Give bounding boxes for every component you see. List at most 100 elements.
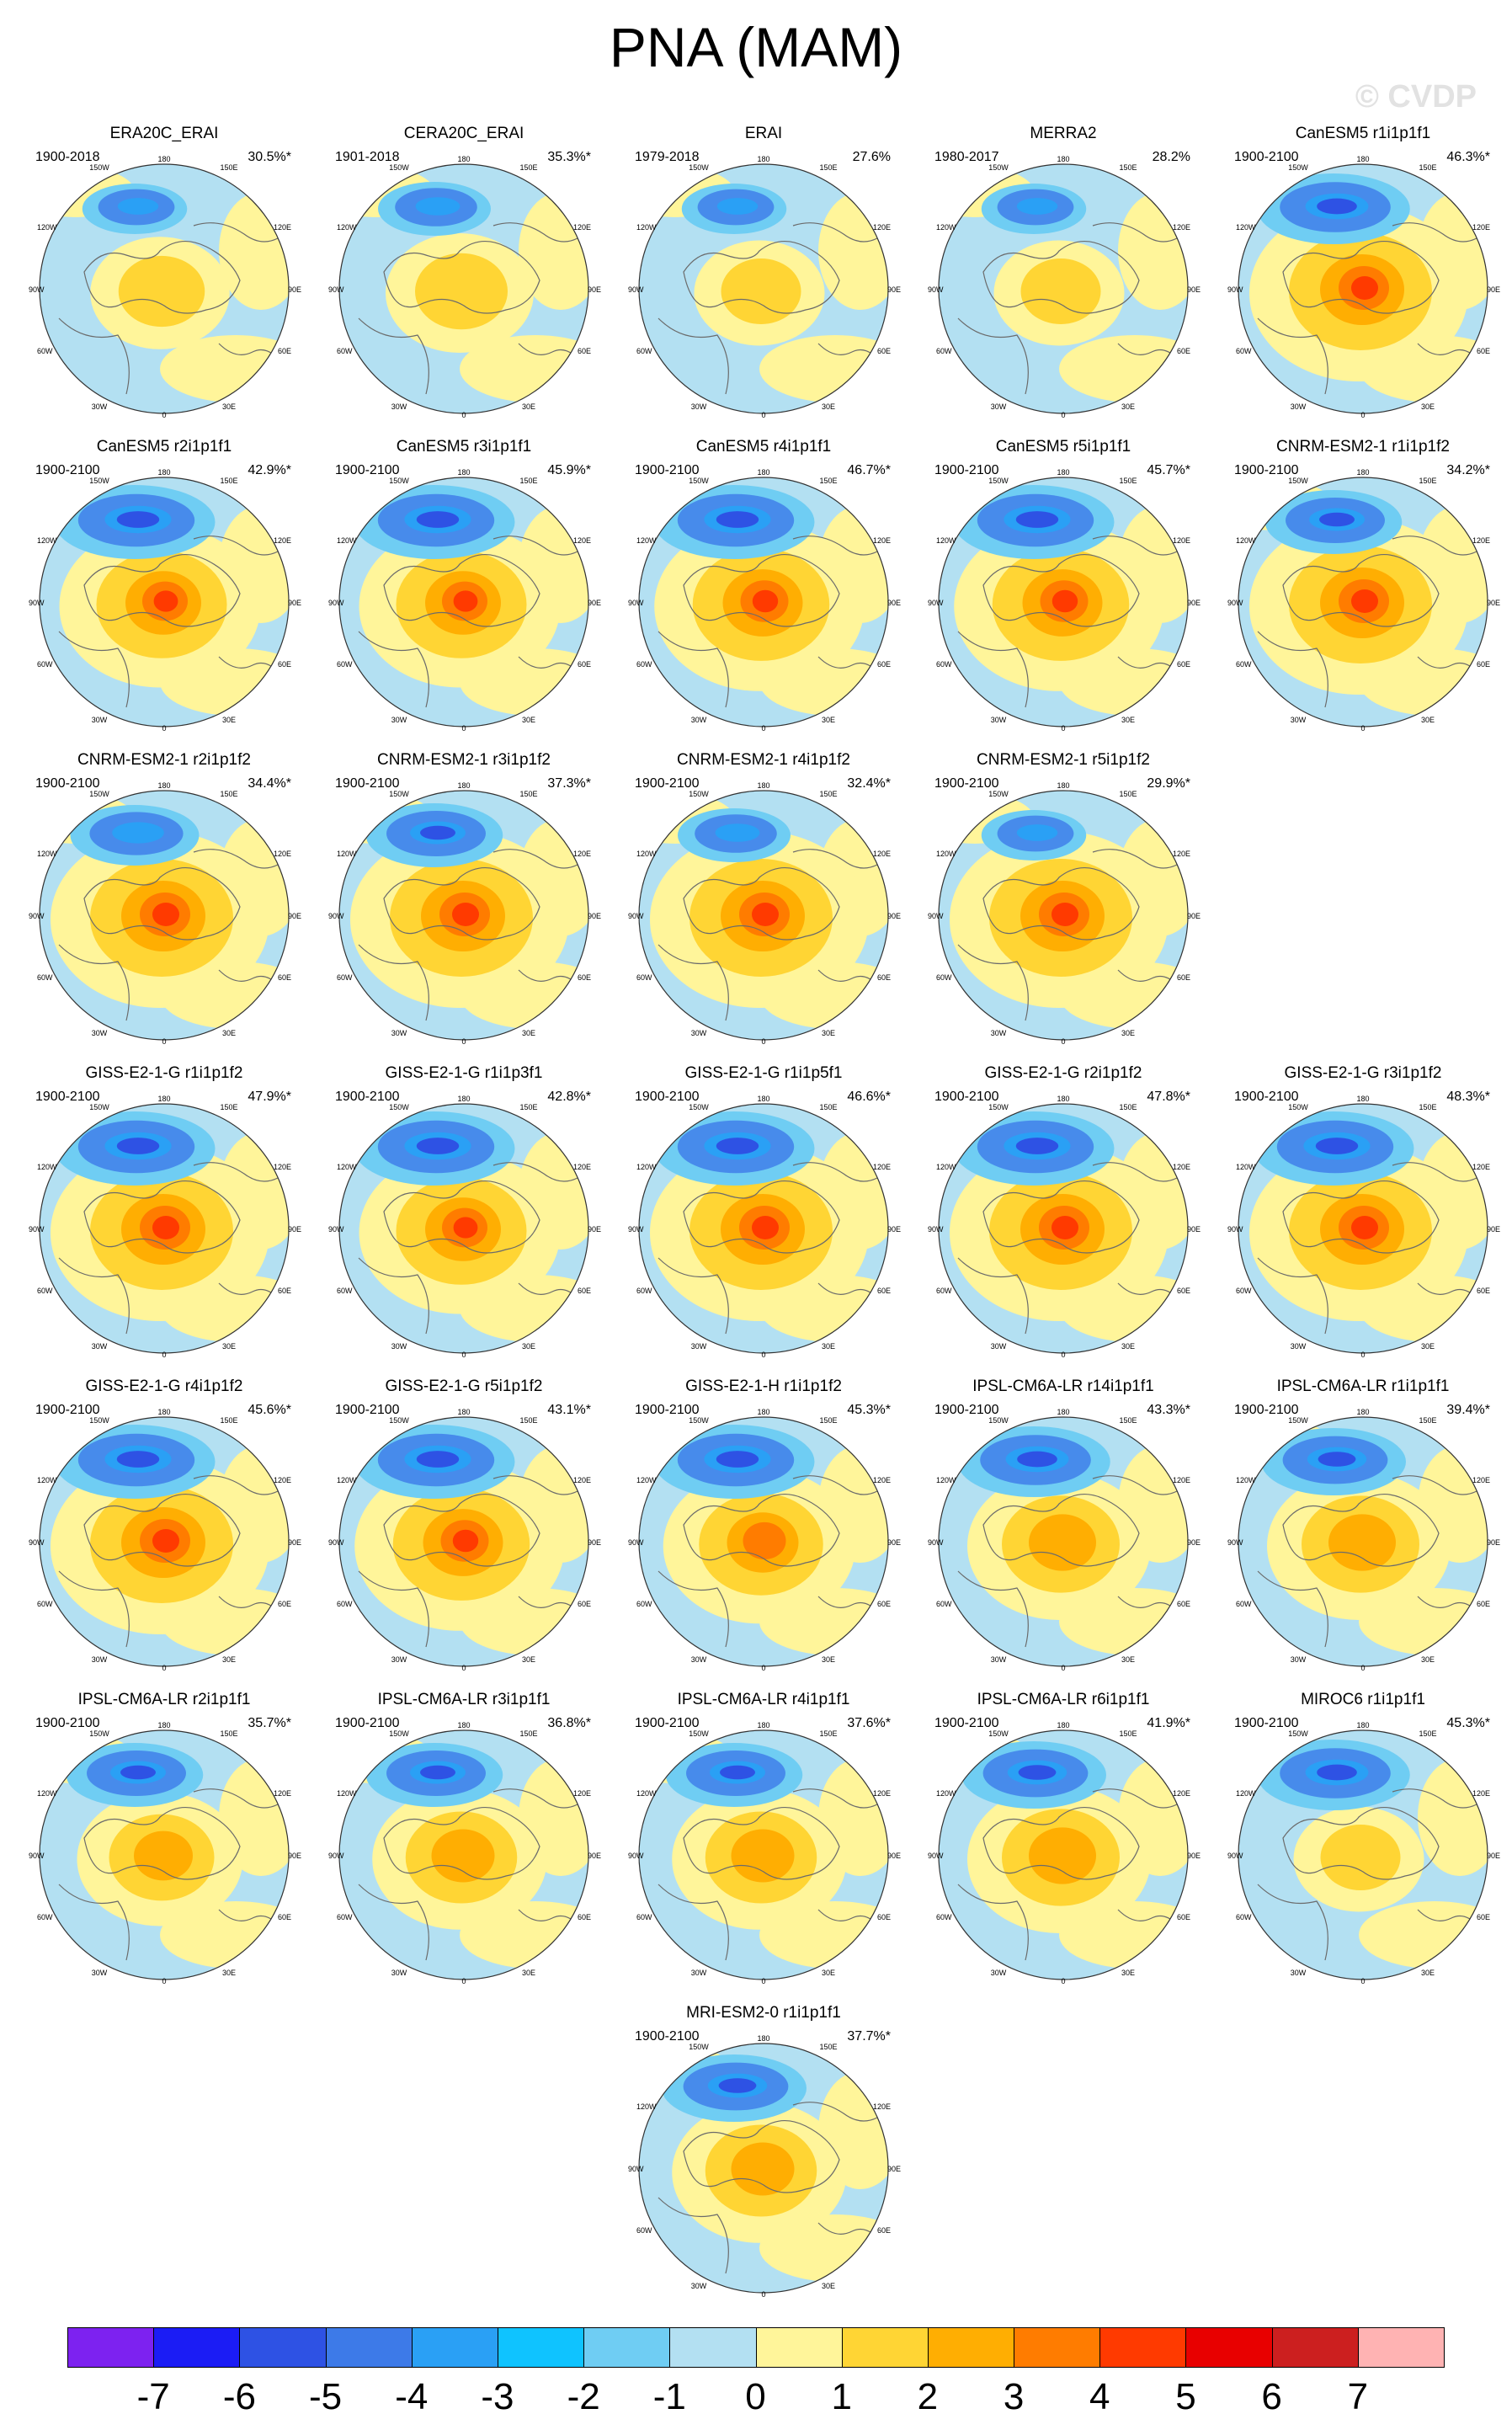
map-panel: GISS-E2-1-G r1i1p3f1 1900-2100 42.8%* 180 15…: [325, 1064, 603, 1359]
longitude-label: 120W: [337, 1789, 357, 1798]
polar-map: 180 150W 150E 120W 120E 90W 90E 60W 60E 30W 30E 0: [328, 1408, 601, 1672]
longitude-label: 150W: [389, 477, 409, 485]
negative-contour: [1017, 1451, 1057, 1468]
longitude-label: 120E: [1173, 536, 1190, 545]
polar-map: 180 150W 150E 120W 120E 90W 90E 60W 60E 30W 30E 0: [29, 468, 301, 733]
positive-contour: [752, 903, 779, 926]
longitude-label: 90E: [288, 285, 301, 294]
negative-contour: [112, 822, 164, 844]
longitude-label: 180: [1356, 1721, 1369, 1729]
longitude-label: 60W: [337, 1600, 353, 1608]
longitude-label: 180: [1057, 468, 1069, 477]
longitude-label: 150W: [1288, 1416, 1308, 1425]
coastline: [193, 1475, 279, 1495]
longitude-label: 30E: [1121, 1969, 1135, 1977]
longitude-label: 120E: [573, 1476, 591, 1484]
longitude-label: 90W: [29, 1538, 45, 1547]
colorbar-swatch: [841, 2327, 929, 2368]
longitude-label: 30E: [522, 1969, 535, 1977]
panel-variance-percent: 29.9%*: [1147, 776, 1190, 791]
longitude-label: 120E: [873, 1163, 891, 1171]
longitude-label: 90E: [588, 599, 601, 607]
colorbar-tick-label: 4: [1089, 2376, 1110, 2417]
polar-map: 180 150W 150E 120W 120E 90W 90E 60W 60E 30W 30E 0: [29, 1408, 301, 1672]
panel-title: IPSL-CM6A-LR r6i1p1f1: [977, 1691, 1150, 1708]
coastline: [982, 554, 1140, 627]
longitude-label: 30W: [391, 716, 407, 724]
longitude-label: 150W: [689, 163, 709, 172]
coastline: [1282, 1494, 1440, 1567]
longitude-label: 0: [162, 411, 166, 419]
longitude-label: 0: [1360, 724, 1365, 733]
coastline: [58, 631, 130, 708]
longitude-label: 120W: [636, 1476, 657, 1484]
longitude-label: 60W: [936, 660, 952, 669]
longitude-label: 90E: [1187, 599, 1201, 607]
panel-period: 1900-2100: [934, 463, 999, 477]
longitude-label: 30E: [222, 402, 236, 411]
longitude-label: 60W: [337, 1287, 353, 1295]
longitude-label: 120E: [1472, 223, 1490, 232]
longitude-label: 30E: [1421, 1969, 1435, 1977]
longitude-label: 0: [461, 724, 466, 733]
coastline: [1257, 1257, 1328, 1335]
panel-variance-percent: 45.6%*: [248, 1403, 291, 1417]
longitude-label: 60E: [1177, 660, 1190, 669]
panel-period: 1900-2100: [1234, 463, 1299, 477]
longitude-label: 90E: [288, 1225, 301, 1234]
map-border: [938, 1729, 1189, 1980]
longitude-label: 150E: [1119, 477, 1137, 485]
map-panel: IPSL-CM6A-LR r3i1p1f1 1900-2100 36.8%* 180 1…: [325, 1691, 603, 1985]
longitude-label: 0: [1360, 1664, 1365, 1672]
panel-variance-percent: 46.6%*: [847, 1090, 891, 1104]
longitude-label: 180: [757, 155, 769, 163]
negative-contour: [120, 1765, 156, 1780]
coastline: [683, 554, 840, 627]
coastline: [658, 1884, 729, 1961]
longitude-label: 60E: [278, 1287, 291, 1295]
longitude-label: 30E: [1121, 1029, 1135, 1037]
longitude-label: 0: [761, 411, 765, 419]
longitude-label: 30W: [92, 402, 108, 411]
longitude-label: 30E: [1121, 402, 1135, 411]
panel-variance-percent: 34.2%*: [1446, 463, 1490, 477]
coastline: [83, 1807, 241, 1880]
map-panel: CNRM-ESM2-1 r2i1p1f2 1900-2100 34.4%* 180 15…: [25, 751, 303, 1046]
map-panel: GISS-E2-1-H r1i1p1f2 1900-2100 45.3%* 180 15…: [625, 1378, 902, 1672]
longitude-label: 0: [761, 1977, 765, 1985]
longitude-label: 150E: [220, 790, 237, 798]
longitude-label: 150E: [519, 163, 537, 172]
map-border: [1238, 1416, 1488, 1667]
longitude-label: 60E: [278, 1600, 291, 1608]
panel-period: 1900-2100: [1234, 1716, 1299, 1730]
longitude-label: 90W: [928, 1852, 944, 1860]
longitude-label: 60E: [877, 1913, 891, 1921]
longitude-label: 90W: [29, 285, 45, 294]
map-field: [339, 1730, 588, 1980]
panel-title: GISS-E2-1-G r5i1p1f2: [385, 1378, 543, 1395]
positive-contour: [731, 1829, 795, 1883]
longitude-label: 180: [1057, 1095, 1069, 1103]
map-panel: CanESM5 r1i1p1f1 1900-2100 46.3%* 180 150W 15…: [1224, 125, 1502, 419]
panel-period: 1900-2100: [934, 1090, 999, 1104]
panel-variance-percent: 43.1%*: [547, 1403, 591, 1417]
panel-title: GISS-E2-1-G r1i1p1f2: [85, 1064, 243, 1082]
longitude-label: 120W: [936, 1789, 956, 1798]
panel-variance-percent: 45.3%*: [1446, 1716, 1490, 1730]
map-border: [938, 790, 1189, 1041]
longitude-label: 90E: [288, 599, 301, 607]
longitude-label: 60E: [1477, 660, 1490, 669]
panel-variance-percent: 39.4%*: [1446, 1403, 1490, 1417]
longitude-label: 150E: [519, 477, 537, 485]
longitude-label: 90W: [928, 1225, 944, 1234]
longitude-label: 90W: [628, 599, 644, 607]
longitude-label: 0: [1061, 411, 1065, 419]
longitude-label: 30W: [691, 2282, 707, 2290]
longitude-label: 30W: [991, 1655, 1007, 1664]
map-border: [338, 1416, 589, 1667]
panel-period: 1979-2018: [635, 150, 700, 164]
longitude-label: 90W: [328, 599, 344, 607]
longitude-label: 30E: [822, 402, 835, 411]
positive-contour: [134, 1830, 193, 1881]
panel-variance-percent: 35.3%*: [547, 150, 591, 164]
